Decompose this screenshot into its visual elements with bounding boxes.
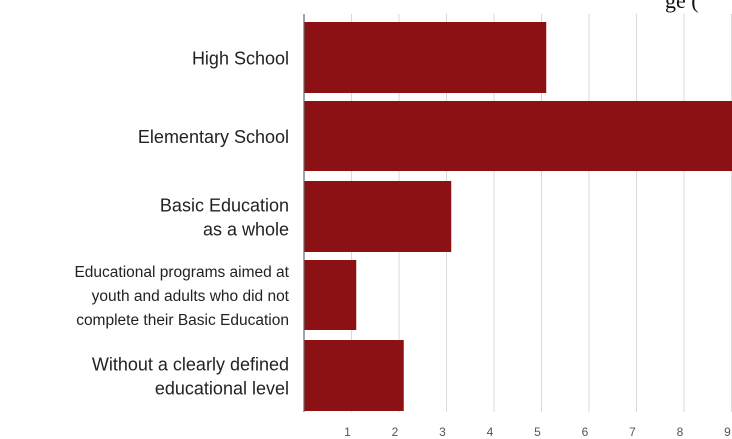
x-tick-label: 3 <box>439 425 446 439</box>
x-tick-label: 6 <box>582 425 589 439</box>
category-label: Elementary School <box>138 127 289 147</box>
category-label: Basic Education as a whole <box>160 195 289 239</box>
category-label: Without a clearly defined educational lev… <box>92 354 289 398</box>
category-label: High School <box>192 48 289 68</box>
x-tick-label: 1 <box>344 425 351 439</box>
x-tick-label: 4 <box>487 425 494 439</box>
x-tick-label: 7 <box>629 425 636 439</box>
category-label: Educational programs aimed at youth and a… <box>74 264 289 329</box>
bars <box>304 22 732 411</box>
x-tick-labels: 1 2 3 4 5 6 7 8 9 <box>344 425 731 439</box>
bar <box>304 181 452 252</box>
bar <box>304 260 357 330</box>
x-tick-label: 2 <box>392 425 399 439</box>
bar <box>304 101 732 171</box>
category-labels: High School Elementary School Basic Educat… <box>74 48 289 398</box>
x-tick-label: 9 <box>724 425 731 439</box>
bar <box>304 22 547 93</box>
x-tick-label: 5 <box>534 425 541 439</box>
bar <box>304 340 404 411</box>
chart-title-fragment: ge ( <box>665 0 699 13</box>
x-tick-label: 8 <box>677 425 684 439</box>
